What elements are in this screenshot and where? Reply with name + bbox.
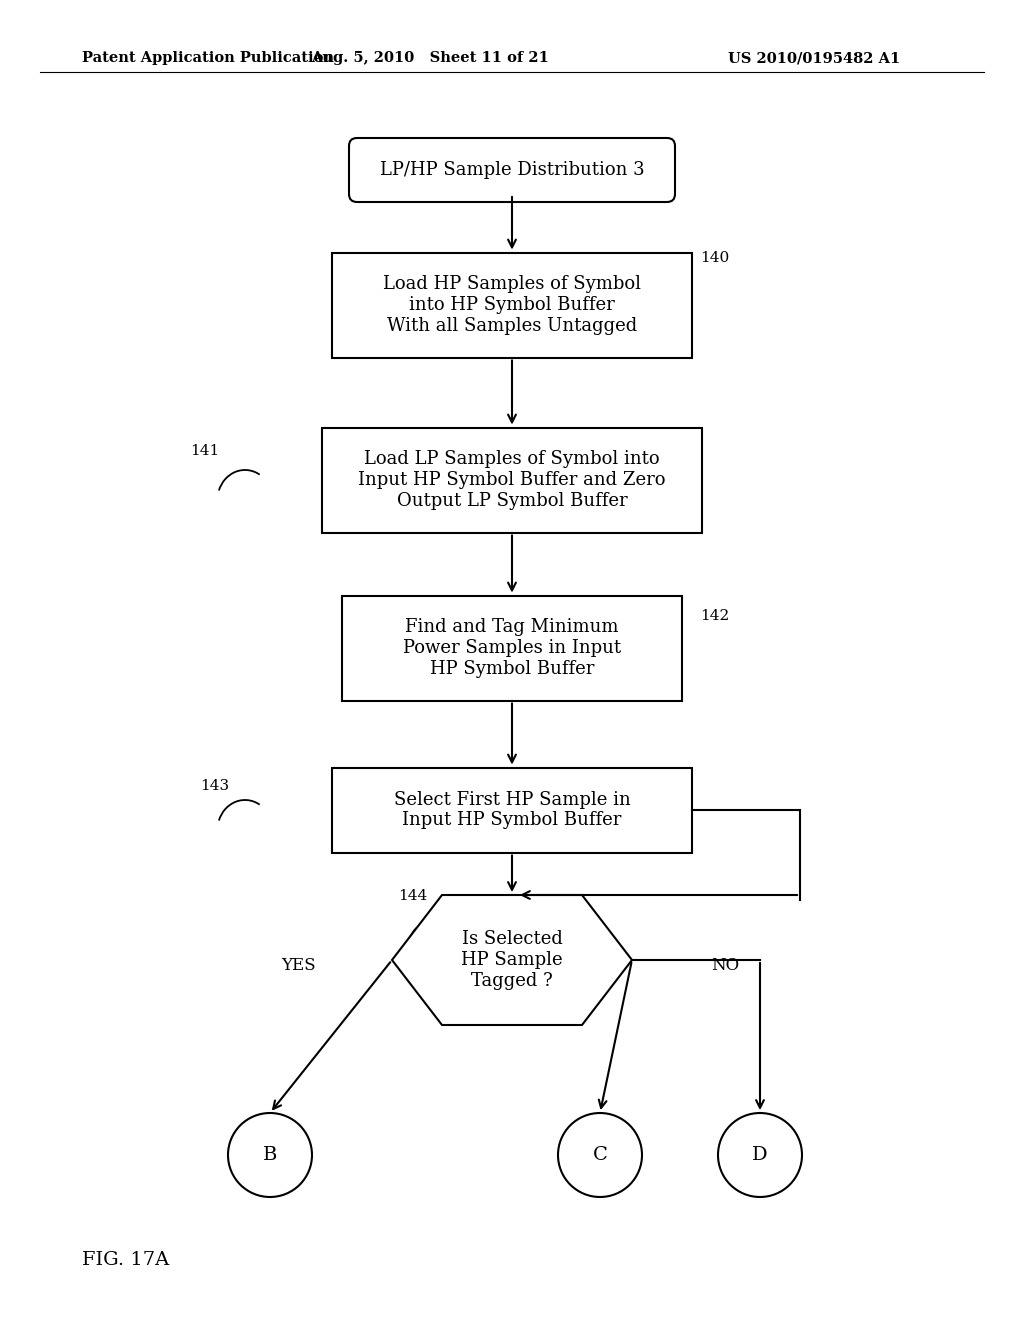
Circle shape: [228, 1113, 312, 1197]
Polygon shape: [392, 895, 632, 1026]
Circle shape: [558, 1113, 642, 1197]
FancyBboxPatch shape: [349, 139, 675, 202]
Text: Find and Tag Minimum
Power Samples in Input
HP Symbol Buffer: Find and Tag Minimum Power Samples in In…: [402, 618, 622, 677]
Text: Aug. 5, 2010   Sheet 11 of 21: Aug. 5, 2010 Sheet 11 of 21: [311, 51, 549, 65]
Text: 142: 142: [700, 609, 729, 623]
Circle shape: [718, 1113, 802, 1197]
Bar: [322, 428, 702, 532]
Text: NO: NO: [711, 957, 739, 974]
Text: B: B: [263, 1146, 278, 1164]
Text: Patent Application Publication: Patent Application Publication: [82, 51, 334, 65]
Text: 143: 143: [200, 779, 229, 793]
Text: 140: 140: [700, 251, 729, 265]
Text: 141: 141: [190, 444, 219, 458]
Text: US 2010/0195482 A1: US 2010/0195482 A1: [728, 51, 900, 65]
Text: Select First HP Sample in
Input HP Symbol Buffer: Select First HP Sample in Input HP Symbo…: [393, 791, 631, 829]
Text: LP/HP Sample Distribution 3: LP/HP Sample Distribution 3: [380, 161, 644, 180]
Text: Is Selected
HP Sample
Tagged ?: Is Selected HP Sample Tagged ?: [461, 931, 563, 990]
Text: 144: 144: [398, 888, 427, 903]
Text: Load HP Samples of Symbol
into HP Symbol Buffer
With all Samples Untagged: Load HP Samples of Symbol into HP Symbol…: [383, 275, 641, 335]
Bar: [332, 252, 692, 358]
Bar: [342, 595, 682, 701]
Text: Load LP Samples of Symbol into
Input HP Symbol Buffer and Zero
Output LP Symbol : Load LP Samples of Symbol into Input HP …: [358, 450, 666, 510]
Text: YES: YES: [281, 957, 315, 974]
Text: D: D: [753, 1146, 768, 1164]
Text: C: C: [593, 1146, 607, 1164]
Bar: [332, 767, 692, 853]
Text: FIG. 17A: FIG. 17A: [82, 1251, 169, 1269]
